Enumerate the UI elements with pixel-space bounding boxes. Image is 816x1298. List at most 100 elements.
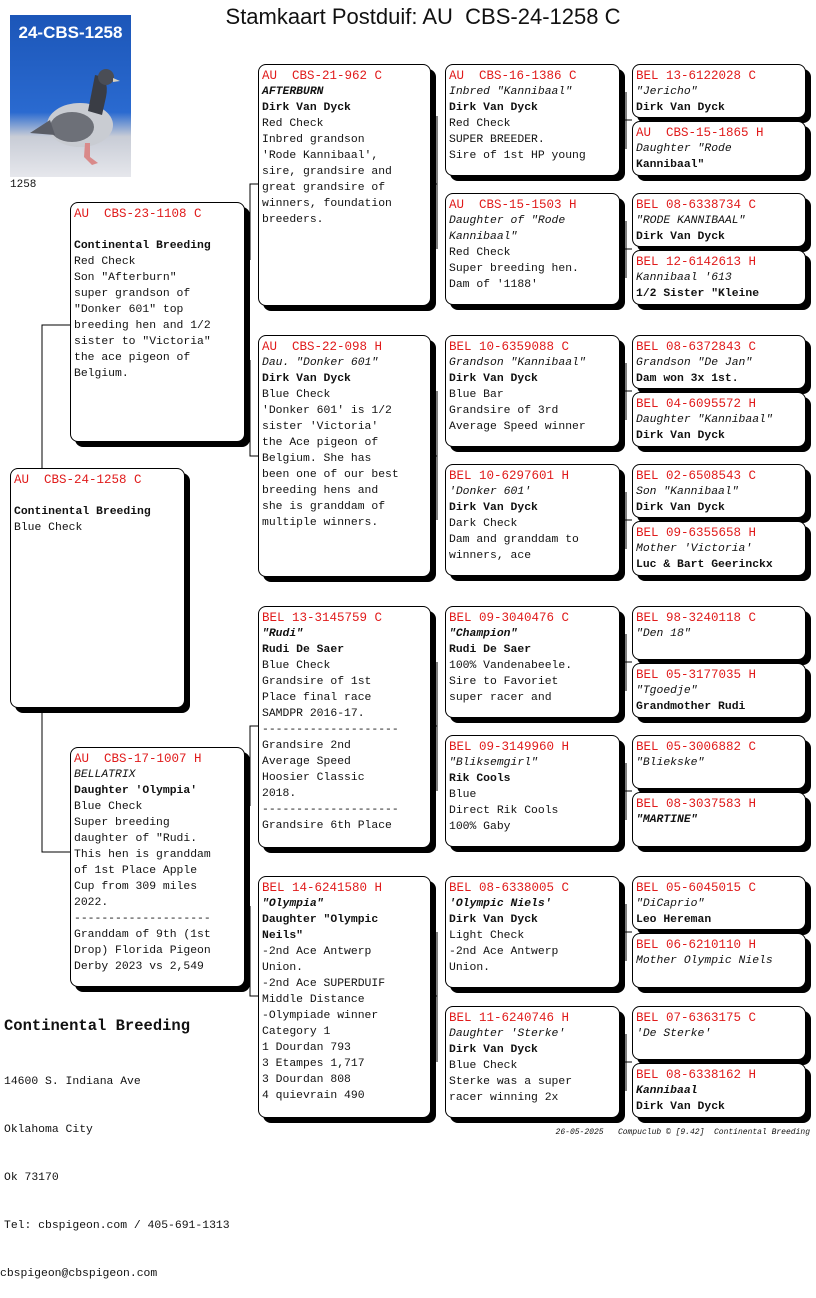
- pedigree-line: "Bliksemgirl": [449, 757, 538, 769]
- pedigree-line: the Ace pigeon of: [262, 437, 379, 449]
- pedigree-line: sister to "Victoria": [74, 336, 211, 348]
- pedigree-line: BELLATRIX: [74, 769, 136, 781]
- pedigree-line: "RODE KANNIBAAL": [636, 215, 746, 227]
- pedigree-line: Kannibaal": [449, 231, 518, 243]
- card-great-great-grandparent: BEL 08-6338162 H Kannibaal Dirk Van Dyck: [632, 1063, 806, 1118]
- pedigree-line: --------------------: [262, 724, 399, 736]
- pedigree-line: Dirk Van Dyck: [262, 102, 351, 114]
- pedigree-line: Blue Bar: [449, 389, 504, 401]
- ring-number: BEL 06-6210110 H: [636, 938, 757, 952]
- pedigree-line: Drop) Florida Pigeon: [74, 945, 211, 957]
- footer-credits: 26-05-2025 Compuclub © [9.42] Continenta…: [555, 1128, 810, 1137]
- pedigree-line: Blue Check: [449, 1060, 518, 1072]
- pedigree-line: Daughter 'Sterke': [449, 1028, 566, 1040]
- pedigree-line: Hoosier Classic: [262, 772, 365, 784]
- pedigree-line: Union.: [262, 962, 304, 974]
- photo-label: 24-CBS-1258: [18, 23, 123, 42]
- pedigree-line: Grandsire 6th Place: [262, 820, 392, 832]
- pedigree-line: Red Check: [449, 247, 511, 259]
- pedigree-line: "Tgoedje": [636, 685, 698, 697]
- pedigree-line: 100% Vandenabeele.: [449, 660, 573, 672]
- pedigree-line: great grandsire of: [262, 182, 386, 194]
- pedigree-line: 100% Gaby: [449, 821, 511, 833]
- pedigree-line: Sterke was a super: [449, 1076, 573, 1088]
- pedigree-line: Kannibaal '613: [636, 272, 732, 284]
- pedigree-line: Grandsire of 3rd: [449, 405, 559, 417]
- pedigree-line: winners, ace: [449, 550, 532, 562]
- ring-number: AU CBS-22-098 H: [262, 340, 383, 354]
- owner-name: Continental Breeding: [4, 1017, 191, 1035]
- pedigree-line: SAMDPR 2016-17.: [262, 708, 365, 720]
- pedigree-line: Sire to Favoriet: [449, 676, 559, 688]
- ring-number: BEL 07-6363175 C: [636, 1011, 757, 1025]
- ring-number: BEL 08-6338734 C: [636, 198, 757, 212]
- pedigree-line: winners, foundation: [262, 198, 392, 210]
- ring-number: BEL 09-3040476 C: [449, 611, 570, 625]
- pedigree-line: Grandsire 2nd: [262, 740, 351, 752]
- pedigree-line: Rik Cools: [449, 773, 511, 785]
- ring-number: BEL 13-3145759 C: [262, 611, 383, 625]
- ring-number: AU CBS-15-1865 H: [636, 126, 764, 140]
- pedigree-connectors: [41, 92, 632, 1091]
- pedigree-line: AFTERBURN: [262, 86, 324, 98]
- pedigree-line: Kannibaal: [636, 1085, 698, 1097]
- pedigree-line: breeders.: [262, 214, 324, 226]
- pedigree-line: Mother 'Victoria': [636, 543, 753, 555]
- ring-number: BEL 10-6297601 H: [449, 469, 570, 483]
- card-great-great-grandparent: BEL 06-6210110 H Mother Olympic Niels: [632, 933, 806, 988]
- card-grandparent: BEL 14-6241580 H "Olympia" Daughter "Olymp…: [258, 876, 431, 1118]
- pedigree-line: "DiCaprio": [636, 898, 705, 910]
- pedigree-line: "Den 18": [636, 628, 691, 640]
- pedigree-line: super racer and: [449, 692, 552, 704]
- pedigree-line: Mother Olympic Niels: [636, 955, 773, 967]
- pedigree-line: Super breeding: [74, 817, 170, 829]
- pedigree-line: "Champion": [449, 628, 518, 640]
- ring-number: BEL 10-6359088 C: [449, 340, 570, 354]
- ring-number: BEL 08-6338005 C: [449, 881, 570, 895]
- pedigree-line: Inbred "Kannibaal": [449, 86, 573, 98]
- pedigree-line: Middle Distance: [262, 994, 365, 1006]
- pedigree-line: sire, grandsire and: [262, 166, 392, 178]
- pedigree-line: [74, 222, 244, 238]
- pedigree-line: Union.: [449, 962, 491, 974]
- card-great-grandparent: BEL 11-6240746 H Daughter 'Sterke' Dirk Va…: [445, 1006, 620, 1118]
- pigeon-image: [30, 69, 120, 165]
- page-title: Stamkaart Postduif: AU CBS-24-1258 C: [225, 4, 621, 29]
- card-great-grandparent: AU CBS-15-1503 H Daughter of "Rode Kanniba…: [445, 193, 620, 305]
- ring-number: BEL 08-6372843 C: [636, 340, 757, 354]
- pedigree-line: the ace pigeon of: [74, 352, 191, 364]
- card-grandparent: BEL 13-3145759 C "Rudi" Rudi De Saer Blue C…: [258, 606, 431, 848]
- pedigree-line: Dau. "Donker 601": [262, 357, 379, 369]
- pedigree-line: Blue Check: [262, 660, 331, 672]
- pedigree-line: Dirk Van Dyck: [262, 373, 351, 385]
- pedigree-line: Grandson "De Jan": [636, 357, 753, 369]
- pedigree-line: Dirk Van Dyck: [449, 502, 538, 514]
- pedigree-line: Dam and granddam to: [449, 534, 579, 546]
- ring-number: BEL 05-3177035 H: [636, 668, 757, 682]
- card-great-great-grandparent: BEL 12-6142613 H Kannibaal '613 1/2 Sister…: [632, 250, 806, 305]
- card-great-great-grandparent: AU CBS-15-1865 H Daughter "Rode Kannibaal": [632, 121, 806, 176]
- address-email: cbspigeon@cbspigeon.com: [0, 1268, 158, 1280]
- pedigree-line: Daughter of "Rode: [449, 215, 566, 227]
- pedigree-line: 'Olympic Niels': [449, 898, 552, 910]
- pedigree-line: she is granddam of: [262, 501, 386, 513]
- pedigree-line: Direct Rik Cools: [449, 805, 559, 817]
- pedigree-line: of 1st Place Apple: [74, 865, 198, 877]
- ring-number: BEL 98-3240118 C: [636, 611, 757, 625]
- pedigree-line: Derby 2023 vs 2,549: [74, 961, 204, 973]
- pedigree-line: Dirk Van Dyck: [636, 102, 725, 114]
- ring-number: AU CBS-16-1386 C: [449, 69, 577, 83]
- card-great-great-grandparent: BEL 02-6508543 C Son "Kannibaal" Dirk Van …: [632, 464, 806, 518]
- pedigree-line: Average Speed: [262, 756, 351, 768]
- ring-number: BEL 04-6095572 H: [636, 397, 757, 411]
- pedigree-line: -2nd Ace Antwerp: [449, 946, 559, 958]
- ring-number: AU CBS-21-962 C: [262, 69, 383, 83]
- pedigree-line: Luc & Bart Geerinckx: [636, 559, 773, 571]
- pedigree-line: "Bliekske": [636, 757, 705, 769]
- pedigree-line: Dirk Van Dyck: [449, 914, 538, 926]
- pedigree-line: -Olympiade winner: [262, 1010, 379, 1022]
- pedigree-line: Cup from 309 miles: [74, 881, 198, 893]
- address-city: Oklahoma City: [4, 1124, 93, 1136]
- pedigree-line: 3 Etampes 1,717: [262, 1058, 365, 1070]
- pedigree-line: Dirk Van Dyck: [449, 373, 538, 385]
